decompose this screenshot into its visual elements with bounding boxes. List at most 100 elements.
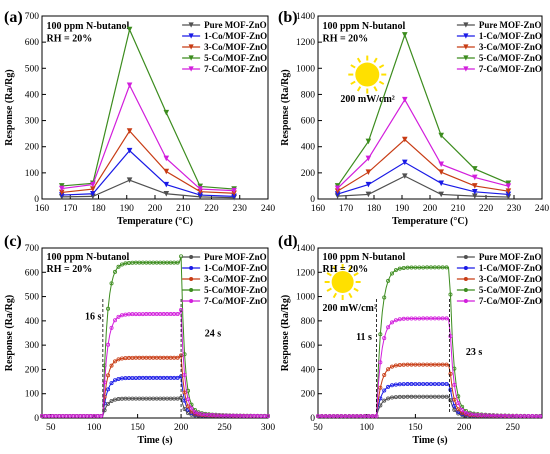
data-point	[405, 382, 410, 387]
x-tick-label: 230	[233, 204, 248, 214]
legend: Pure MOF-ZnO1-Co/MOF-ZnO3-Co/MOF-ZnO5-Co…	[182, 252, 267, 306]
x-axis-label: Temperature (°C)	[117, 216, 193, 227]
data-point	[448, 292, 453, 297]
data-point	[378, 385, 383, 390]
series-line	[42, 375, 269, 417]
data-point	[382, 372, 387, 377]
legend-label: 7-Co/MOF-ZnO	[204, 64, 267, 74]
data-point	[382, 398, 387, 403]
plot-frame	[41, 247, 269, 419]
data-point	[163, 155, 170, 162]
x-tick-label: 220	[204, 204, 219, 214]
data-point	[179, 254, 184, 259]
data-point	[186, 404, 191, 409]
data-point	[491, 413, 496, 418]
data-point	[413, 265, 418, 270]
x-tick-label: 220	[479, 204, 494, 214]
series-line	[42, 353, 269, 417]
y-tick-label: 0	[34, 195, 39, 205]
data-point	[334, 188, 341, 194]
data-point	[126, 128, 133, 134]
panel-letter: (c)	[4, 233, 22, 250]
data-point	[472, 193, 478, 199]
data-point	[417, 265, 422, 270]
data-point	[116, 264, 121, 269]
data-point	[386, 384, 391, 389]
data-point	[428, 362, 433, 367]
data-point	[106, 342, 111, 347]
data-point	[417, 316, 422, 321]
data-point	[402, 96, 408, 103]
x-tick-label: 100	[87, 423, 102, 433]
y-tick-label: 400	[301, 143, 316, 153]
data-point	[421, 265, 426, 270]
y-tick-label: 600	[25, 38, 40, 48]
data-point	[421, 362, 426, 367]
data-point	[390, 364, 395, 369]
y-tick-label: 300	[25, 117, 40, 127]
x-tick-label: 170	[63, 204, 78, 214]
x-tick-label: 160	[35, 204, 50, 214]
data-point	[440, 316, 445, 321]
panel-letter: (a)	[4, 9, 23, 26]
x-axis-label: Temperature (°C)	[392, 216, 468, 227]
legend-label: 5-Co/MOF-ZnO	[479, 285, 542, 295]
data-point	[331, 414, 336, 419]
data-point	[402, 159, 408, 166]
y-tick-label: 600	[301, 117, 316, 127]
series-line	[61, 83, 235, 192]
data-point	[505, 183, 512, 189]
x-tick-label: 180	[367, 204, 382, 214]
data-point	[409, 362, 414, 367]
y-tick-label: 1200	[296, 38, 315, 48]
annotation: RH = 20%	[322, 34, 368, 45]
data-point	[402, 173, 408, 179]
data-point	[119, 262, 124, 267]
data-point	[440, 362, 445, 367]
data-point	[397, 394, 402, 399]
data-point	[438, 180, 444, 187]
y-tick-label: 300	[25, 341, 40, 351]
data-point	[405, 394, 410, 399]
data-point	[378, 332, 383, 337]
series-line	[42, 397, 269, 417]
data-point	[197, 192, 203, 198]
y-tick-label: 500	[25, 64, 40, 74]
data-point	[421, 394, 426, 399]
y-tick-label: 600	[25, 268, 40, 278]
data-point	[499, 413, 504, 418]
data-point	[335, 414, 340, 419]
data-point	[448, 334, 453, 339]
data-point	[409, 382, 414, 387]
data-point	[113, 359, 118, 364]
data-point	[444, 316, 449, 321]
data-point	[409, 394, 414, 399]
data-point	[163, 168, 170, 175]
legend: Pure MOF-ZnO1-Co/MOF-ZnO3-Co/MOF-ZnO5-Co…	[456, 20, 542, 74]
data-point	[483, 413, 488, 418]
legend-label: 5-Co/MOF-ZnO	[204, 53, 267, 63]
data-point	[413, 394, 418, 399]
data-point	[106, 306, 111, 311]
legend: Pure MOF-ZnO1-Co/MOF-ZnO3-Co/MOF-ZnO5-Co…	[456, 252, 542, 306]
data-point	[231, 187, 237, 194]
series-line	[337, 161, 509, 196]
data-point	[182, 390, 187, 395]
x-tick-label: 160	[311, 204, 326, 214]
series-line	[318, 317, 543, 417]
y-tick-label: 800	[301, 317, 316, 327]
data-point	[354, 414, 359, 419]
panel-letter: (b)	[278, 9, 298, 26]
data-point	[58, 189, 65, 196]
data-point	[175, 396, 180, 401]
legend-label: 7-Co/MOF-ZnO	[479, 64, 542, 74]
panel-d: (d) 50 100 150 200 250 0 200 400 600 800 1000 1200 14…	[278, 233, 543, 446]
data-point	[265, 413, 270, 418]
data-point	[196, 411, 201, 416]
sun-icon	[348, 55, 387, 94]
data-point	[390, 271, 395, 276]
series-line	[61, 27, 235, 190]
annotation: RH = 20%	[47, 34, 93, 45]
y-tick-label: 200	[25, 143, 40, 153]
legend-label: 5-Co/MOF-ZnO	[479, 53, 542, 63]
